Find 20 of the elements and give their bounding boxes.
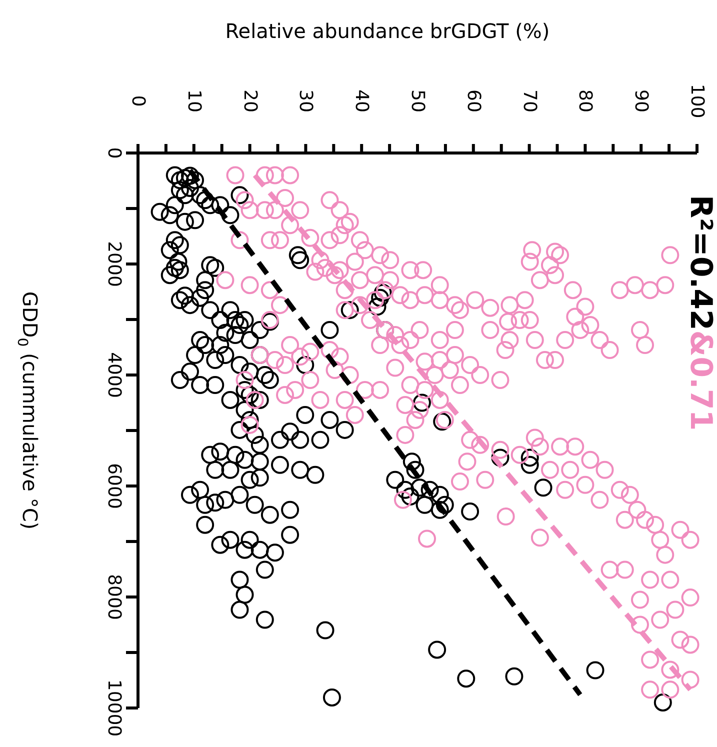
y-tick-label: 10000	[104, 679, 124, 737]
x-tick-label: 30	[295, 90, 316, 112]
annotation: &0.71	[684, 330, 717, 431]
y-tick-label: 2000	[104, 241, 124, 287]
x-tick-label: 20	[239, 90, 260, 112]
x-tick-label: 100	[686, 84, 708, 118]
x-tick-label: 60	[462, 90, 484, 112]
y-tick-label: 0	[104, 147, 124, 159]
y-tick-label: 8000	[104, 574, 124, 620]
x-axis-title: Relative abundance brGDGT (%)	[225, 19, 550, 43]
x-tick-label: 80	[574, 90, 596, 112]
x-tick-label: 0	[128, 95, 148, 107]
y-tick-label: 6000	[104, 463, 124, 509]
x-tick-label: 70	[518, 90, 540, 112]
y-tick-label: 4000	[104, 352, 124, 398]
annotation: R²=0.42	[684, 195, 717, 330]
x-tick-label: 40	[351, 90, 372, 112]
x-tick-label: 50	[407, 90, 428, 112]
x-tick-label: 10	[183, 90, 204, 112]
x-tick-label: 90	[630, 90, 652, 112]
